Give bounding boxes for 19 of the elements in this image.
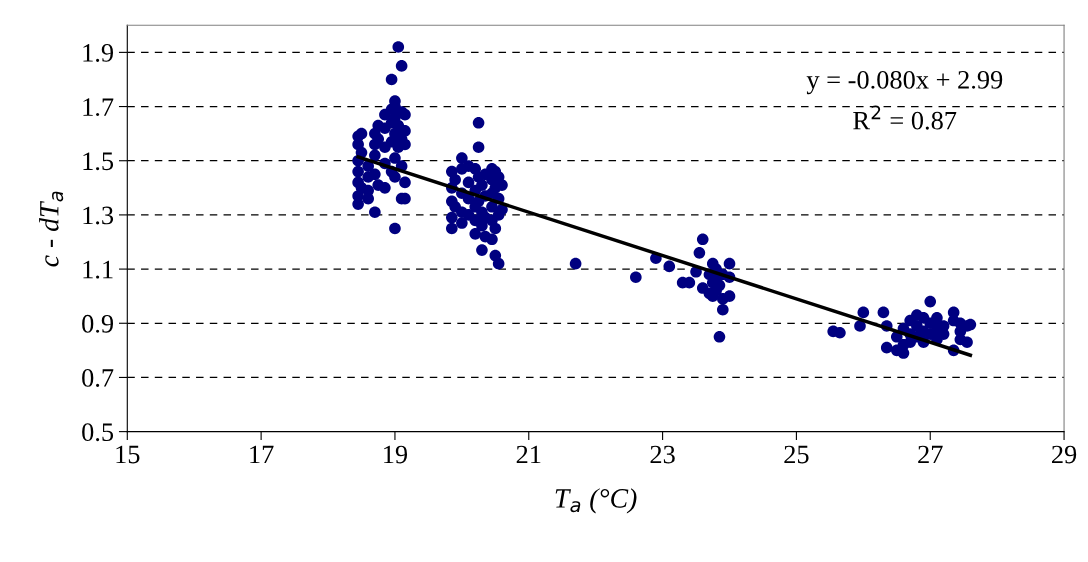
y-tick-label: 1.9 [83, 44, 114, 62]
y-tick-label: 0.7 [82, 369, 114, 387]
x-tick-label: 25 [784, 445, 809, 464]
x-tick-label: 15 [116, 445, 140, 464]
y-axis-title: c - dT$_{a}$ [39, 191, 64, 267]
y-tick-label: 0.5 [82, 423, 114, 442]
y-tick-label: 1.3 [83, 206, 114, 225]
y-tick-label: 1.1 [83, 260, 113, 279]
x-tick-label: 19 [384, 445, 408, 464]
x-tick-label: 17 [250, 445, 274, 464]
y-tick-label: 0.9 [82, 314, 114, 333]
x-tick-label: 29 [1052, 445, 1077, 464]
y-tick-label: 1.7 [83, 98, 114, 117]
x-tick-label: 21 [516, 445, 541, 464]
x-tick-label: 27 [918, 445, 943, 464]
y-tick-label: 1.5 [83, 152, 114, 171]
x-tick-label: 23 [650, 445, 675, 464]
x-axis-title: T$_{a}$ (°C) [555, 488, 637, 514]
annotation: y = -0.080x + 2.99 [806, 70, 1003, 95]
